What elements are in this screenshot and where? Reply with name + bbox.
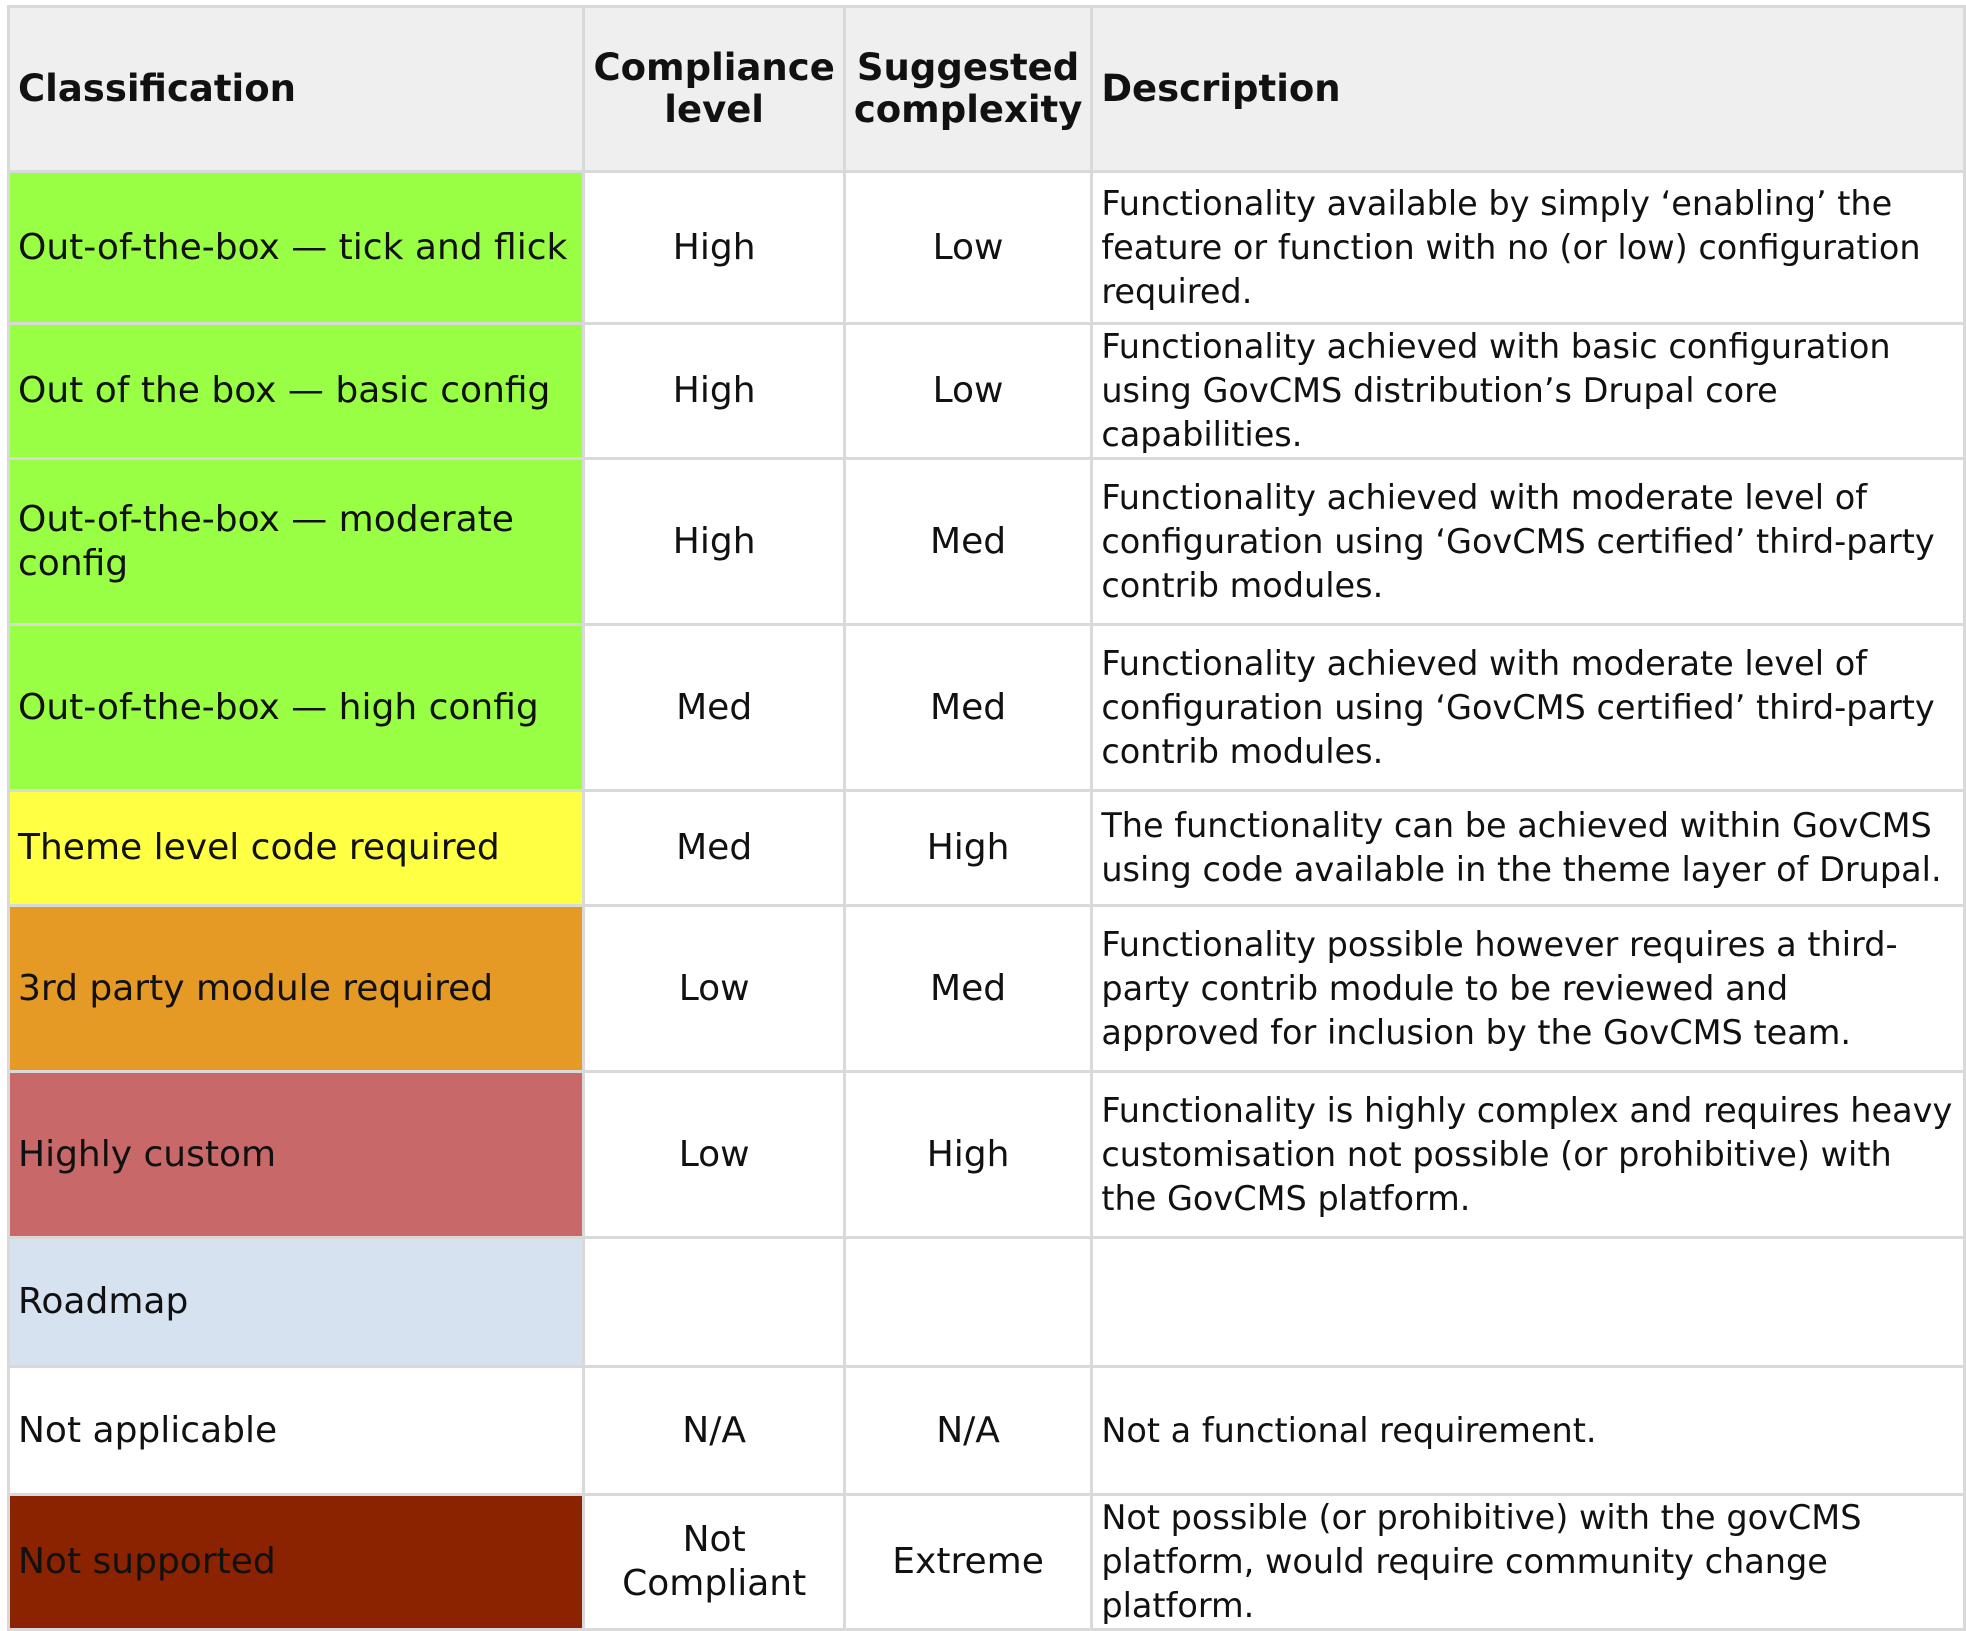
classification-cell: Not applicable (6, 1365, 586, 1496)
classification-cell: 3rd party module required (6, 904, 586, 1073)
complexity-cell: High (842, 1070, 1094, 1239)
table-row: Out-of-the-box — high config Med Med Fun… (6, 623, 1966, 792)
classification-cell: Out of the box — basic config (6, 322, 586, 460)
complexity-cell: High (842, 789, 1094, 907)
complexity-cell: Low (842, 322, 1094, 460)
compliance-cell: High (582, 322, 846, 460)
classification-cell: Theme level code required (6, 789, 586, 907)
complexity-cell (842, 1236, 1094, 1368)
compliance-cell: Med (582, 623, 846, 792)
compliance-cell: Low (582, 1070, 846, 1239)
description-cell (1090, 1236, 1966, 1368)
table-row: Out-of-the-box — moderate config High Me… (6, 457, 1966, 626)
table-row: Highly custom Low High Functionality is … (6, 1070, 1966, 1239)
compliance-cell: High (582, 170, 846, 325)
description-cell: Not a functional requirement. (1090, 1365, 1966, 1496)
compliance-cell: Not Compliant (582, 1493, 846, 1631)
header-compliance-level: Compliance level (582, 5, 846, 173)
classification-cell: Not supported (6, 1493, 586, 1631)
description-cell: Not possible (or prohibitive) with the g… (1090, 1493, 1966, 1631)
compliance-cell: N/A (582, 1365, 846, 1496)
table-header-row: Classification Compliance level Suggeste… (6, 5, 1966, 173)
compliance-cell: Med (582, 789, 846, 907)
description-cell: Functionality possible however requires … (1090, 904, 1966, 1073)
description-cell: Functionality available by simply ‘enabl… (1090, 170, 1966, 325)
classification-table: Classification Compliance level Suggeste… (6, 5, 1966, 1631)
classification-cell: Out-of-the-box — moderate config (6, 457, 586, 626)
header-description: Description (1090, 5, 1966, 173)
complexity-cell: Low (842, 170, 1094, 325)
table-row: Theme level code required Med High The f… (6, 789, 1966, 907)
description-cell: Functionality achieved with moderate lev… (1090, 623, 1966, 792)
table-row: Not applicable N/A N/A Not a functional … (6, 1365, 1966, 1496)
classification-cell: Highly custom (6, 1070, 586, 1239)
compliance-cell: Low (582, 904, 846, 1073)
table-row: Out-of-the-box — tick and flick High Low… (6, 170, 1966, 325)
table-row: Not supported Not Compliant Extreme Not … (6, 1493, 1966, 1631)
compliance-cell: High (582, 457, 846, 626)
complexity-cell: Med (842, 623, 1094, 792)
description-cell: Functionality is highly complex and requ… (1090, 1070, 1966, 1239)
compliance-cell (582, 1236, 846, 1368)
description-cell: Functionality achieved with basic config… (1090, 322, 1966, 460)
header-suggested-complexity: Suggested complexity (842, 5, 1094, 173)
table-row: Out of the box — basic config High Low F… (6, 322, 1966, 460)
complexity-cell: Med (842, 904, 1094, 1073)
complexity-cell: Med (842, 457, 1094, 626)
classification-cell: Roadmap (6, 1236, 586, 1368)
complexity-cell: N/A (842, 1365, 1094, 1496)
classification-cell: Out-of-the-box — high config (6, 623, 586, 792)
header-classification: Classification (6, 5, 586, 173)
description-cell: Functionality achieved with moderate lev… (1090, 457, 1966, 626)
description-cell: The functionality can be achieved within… (1090, 789, 1966, 907)
complexity-cell: Extreme (842, 1493, 1094, 1631)
table-row: 3rd party module required Low Med Functi… (6, 904, 1966, 1073)
classification-cell: Out-of-the-box — tick and flick (6, 170, 586, 325)
table-row: Roadmap (6, 1236, 1966, 1368)
